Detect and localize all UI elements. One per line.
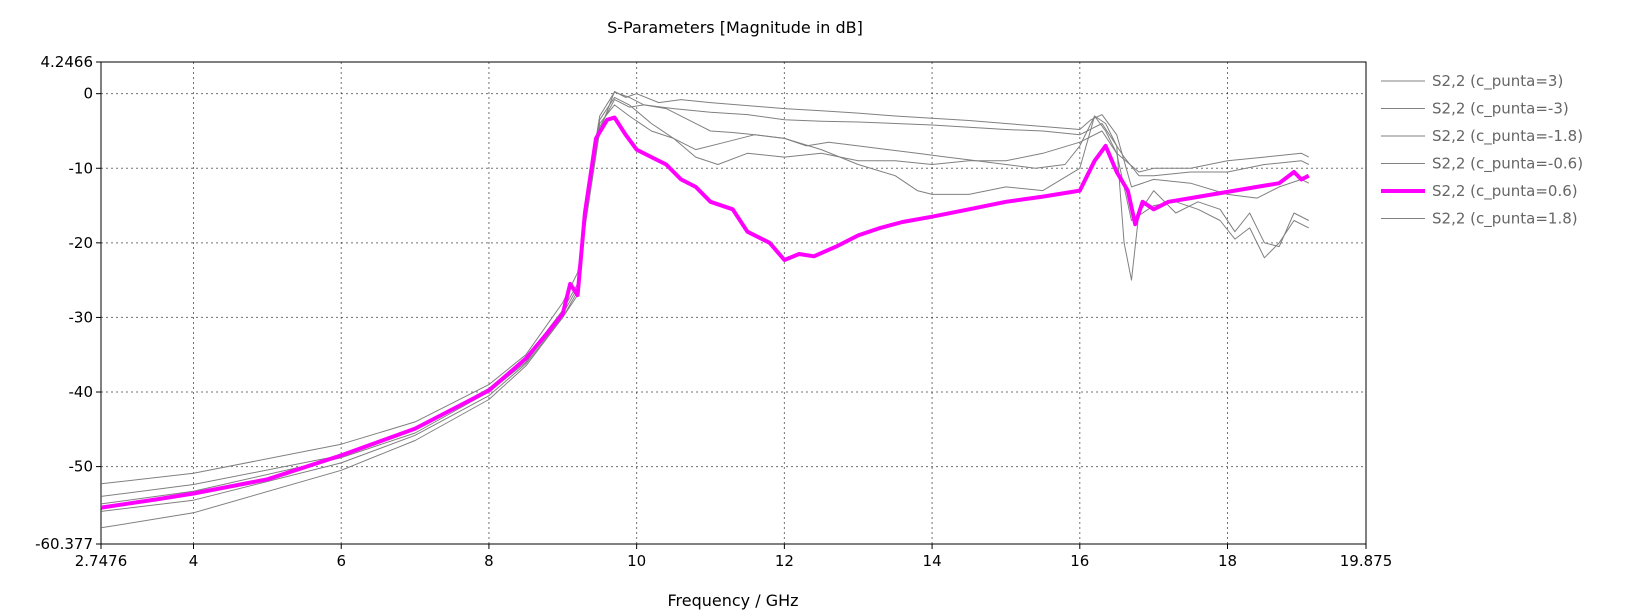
- y-tick-label: -50: [69, 458, 94, 476]
- series-line-4: [100, 115, 1310, 510]
- chart-title: S-Parameters [Magnitude in dB]: [607, 18, 863, 37]
- x-axis-label: Frequency / GHz: [667, 591, 798, 610]
- x-tick-label: 18: [1218, 552, 1237, 570]
- x-axis-ticks: 2.7476 4 6 8 10 12 14 16 18 19.875: [75, 544, 1393, 570]
- x-tick-label: 16: [1070, 552, 1089, 570]
- x-tick-label: 8: [484, 552, 494, 570]
- series-line-2: [101, 99, 1310, 497]
- legend-label: S2,2 (c_punta=0.6): [1432, 182, 1578, 201]
- y-tick-label: 4.2466: [41, 53, 94, 71]
- y-tick-label: -20: [69, 234, 94, 252]
- legend-item[interactable]: S2,2 (c_punta=1.8): [1381, 210, 1578, 229]
- plot-frame: [100, 61, 1367, 545]
- y-tick-label: -60.377: [35, 535, 93, 553]
- y-tick-label: -10: [69, 159, 94, 177]
- legend-item[interactable]: S2,2 (c_punta=-3): [1381, 100, 1569, 119]
- x-tick-label: 14: [923, 552, 942, 570]
- x-tick-label: 10: [627, 552, 646, 570]
- legend-label: S2,2 (c_punta=3): [1432, 72, 1563, 91]
- series-layer: [100, 90, 1310, 529]
- legend-label: S2,2 (c_punta=-3): [1432, 100, 1569, 119]
- legend-item[interactable]: S2,2 (c_punta=0.6): [1381, 182, 1578, 201]
- y-tick-label: -40: [69, 383, 94, 401]
- x-tick-label: 19.875: [1340, 552, 1393, 570]
- y-tick-label: 0: [83, 85, 93, 103]
- x-tick-label: 6: [336, 552, 346, 570]
- legend-item[interactable]: S2,2 (c_punta=-1.8): [1381, 127, 1583, 146]
- legend-label: S2,2 (c_punta=-0.6): [1432, 155, 1583, 174]
- series-line-1: [101, 91, 1310, 529]
- x-tick-label: 2.7476: [75, 552, 128, 570]
- series-line-0: [101, 90, 1310, 485]
- series-line-5: [101, 96, 1310, 512]
- legend[interactable]: S2,2 (c_punta=3) S2,2 (c_punta=-3) S2,2 (c…: [1381, 72, 1583, 229]
- y-tick-label: -30: [69, 308, 94, 326]
- legend-label: S2,2 (c_punta=-1.8): [1432, 127, 1583, 146]
- x-tick-label: 12: [775, 552, 794, 570]
- x-tick-label: 4: [189, 552, 199, 570]
- y-axis-ticks: 4.2466 0 -10 -20 -30 -40 -50 -60.377: [35, 53, 101, 553]
- series-line-3: [101, 104, 1310, 505]
- legend-item[interactable]: S2,2 (c_punta=3): [1381, 72, 1563, 91]
- legend-label: S2,2 (c_punta=1.8): [1432, 210, 1578, 229]
- legend-item[interactable]: S2,2 (c_punta=-0.6): [1381, 155, 1583, 174]
